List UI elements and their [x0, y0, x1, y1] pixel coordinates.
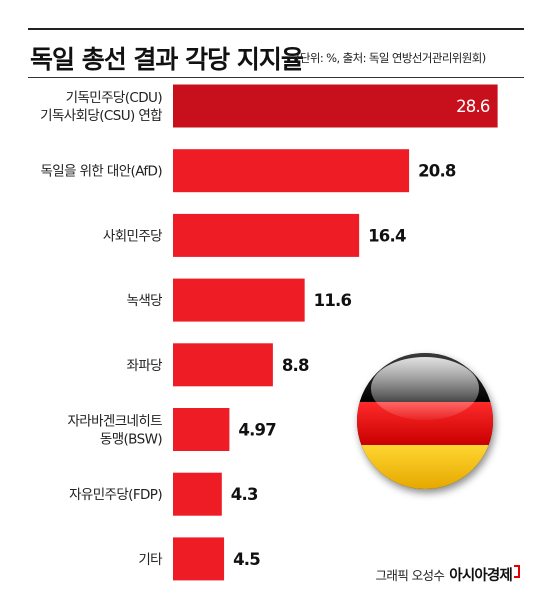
value-label-1: 20.8 — [418, 162, 456, 181]
bar-7 — [173, 537, 225, 581]
category-label-5-line-1: 동맹(BSW) — [100, 432, 162, 448]
value-label-6: 4.3 — [231, 485, 258, 504]
bar-5 — [173, 408, 230, 451]
bar-2 — [173, 213, 360, 257]
value-label-4: 8.8 — [282, 356, 309, 375]
flag-gloss — [370, 357, 480, 420]
credit-text: 그래픽 오성수 — [375, 568, 445, 583]
category-label-0-line-0: 기독민주당(CDU) — [66, 90, 163, 106]
bar-4 — [173, 343, 273, 387]
value-label-0: 28.6 — [456, 97, 490, 116]
brand-name: 아시아경제 — [449, 568, 512, 584]
value-label-2: 16.4 — [368, 226, 406, 245]
brand-mark-icon — [514, 565, 520, 578]
value-label-3: 11.6 — [314, 291, 352, 310]
bar-0 — [173, 84, 498, 128]
top-rule — [28, 28, 524, 30]
category-label-5-line-0: 자라바겐크네히트 — [67, 414, 162, 430]
category-label-0-line-1: 기독사회당(CSU) 연합 — [40, 108, 162, 124]
category-label-3: 녹색당 — [127, 293, 163, 309]
chart-subtitle: (단위: %, 출처: 독일 연방선거관리위원회) — [296, 51, 486, 65]
bar-3 — [173, 278, 305, 322]
value-label-7: 4.5 — [233, 550, 260, 569]
value-label-5: 4.97 — [238, 421, 276, 440]
category-label-4: 좌파당 — [127, 358, 163, 374]
category-label-6: 자유민주당(FDP) — [69, 487, 162, 503]
bar-1 — [173, 149, 410, 193]
category-label-1: 독일을 위한 대안(AfD) — [40, 164, 162, 180]
credit: 그래픽 오성수 아시아경제 — [376, 564, 520, 585]
germany-flag-icon — [357, 353, 493, 489]
chart-title: 독일 총선 결과 각당 지지율 — [30, 45, 304, 74]
flag-stripe-gold — [357, 445, 493, 489]
category-label-7: 기타 — [138, 552, 163, 568]
bar-6 — [173, 472, 222, 516]
title-rule — [28, 77, 524, 78]
category-label-2: 사회민주당 — [103, 228, 162, 244]
